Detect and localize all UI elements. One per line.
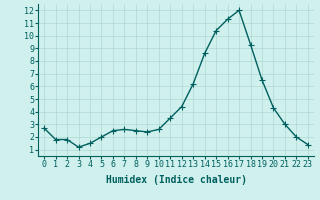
X-axis label: Humidex (Indice chaleur): Humidex (Indice chaleur)	[106, 175, 246, 185]
